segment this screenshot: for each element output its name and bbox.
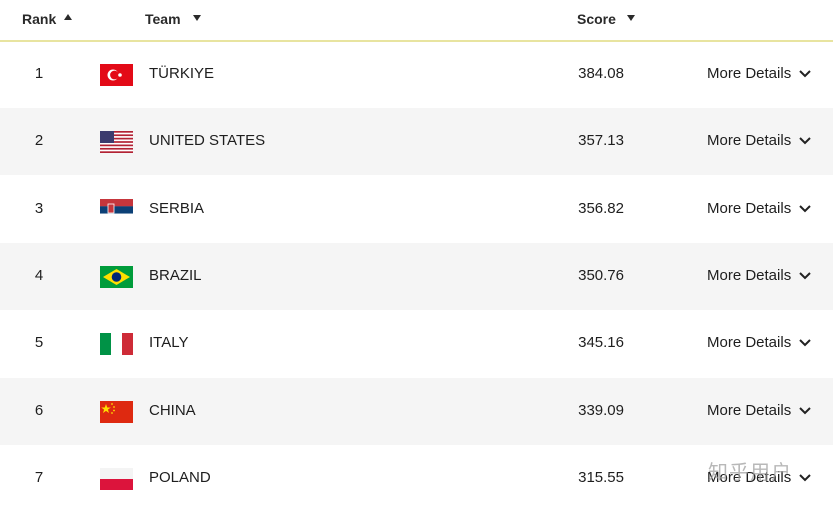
- team-cell: SERBIA: [149, 199, 205, 217]
- expand-chevron[interactable]: [799, 70, 811, 78]
- table-row: 1 TÜRKIYE 384.08 More Details: [0, 41, 833, 108]
- team-header[interactable]: Team: [145, 11, 181, 27]
- sort-icon[interactable]: [627, 13, 635, 21]
- watermark: 知乎用户: [708, 462, 792, 484]
- rank-cell: 2: [34, 132, 44, 150]
- expand-chevron[interactable]: [799, 406, 811, 415]
- sort-asc-icon[interactable]: [64, 13, 72, 21]
- table-row: 5 ITALY 345.16 More Details: [0, 310, 833, 377]
- score-cell: 345.16: [578, 334, 624, 352]
- rank-cell: 1: [34, 65, 44, 82]
- team-cell: ITALY: [149, 334, 189, 352]
- more-details-button[interactable]: More Details: [707, 401, 792, 419]
- more-details-button[interactable]: More Details: [707, 132, 792, 150]
- team-cell: POLAND: [149, 468, 211, 486]
- team-cell: TÜRKIYE: [149, 65, 215, 82]
- team-cell: UNITED STATES: [149, 132, 266, 150]
- flag-icon: [100, 333, 133, 356]
- score-cell: 339.09: [578, 401, 624, 419]
- table-row: 3 SERBIA 356.82 More Details: [0, 176, 833, 243]
- flag-icon: [100, 400, 133, 423]
- expand-chevron[interactable]: [799, 272, 811, 280]
- sort-icon[interactable]: [193, 13, 201, 21]
- score-cell: 315.55: [578, 468, 624, 486]
- rank-cell: 5: [34, 334, 44, 352]
- expand-chevron[interactable]: [799, 137, 811, 145]
- more-details-button[interactable]: More Details: [707, 334, 792, 352]
- expand-chevron[interactable]: [799, 204, 811, 213]
- rank-header[interactable]: Rank: [22, 11, 57, 27]
- flag-icon: [100, 131, 133, 154]
- more-details-button[interactable]: More Details: [707, 266, 792, 284]
- rank-cell: 4: [34, 266, 44, 284]
- flag-icon: [100, 467, 133, 490]
- score-cell: 356.82: [578, 199, 624, 217]
- more-details-button[interactable]: More Details: [707, 65, 792, 82]
- table-row: 4 BRAZIL 350.76 More Details: [0, 242, 833, 310]
- flag-icon: [100, 198, 133, 221]
- table-header: Rank Team Score: [0, 0, 833, 42]
- score-cell: 384.08: [578, 65, 624, 82]
- rank-cell: 7: [34, 468, 44, 486]
- rank-cell: 3: [34, 199, 44, 217]
- expand-chevron[interactable]: [799, 474, 811, 482]
- table-row: 7 POLAND 315.55 More Details: [0, 445, 833, 512]
- flag-icon: [100, 64, 133, 86]
- score-header[interactable]: Score: [577, 11, 616, 27]
- more-details-button[interactable]: More Details: [707, 199, 792, 217]
- flag-icon: [100, 265, 133, 288]
- score-cell: 350.76: [578, 266, 624, 284]
- rank-cell: 6: [34, 401, 44, 419]
- table-row: 6 CHINA 339.09 More Details: [0, 377, 833, 445]
- score-cell: 357.13: [578, 132, 624, 150]
- table-row: 2 UNITED STATES 357.13 More Details: [0, 108, 833, 176]
- expand-chevron[interactable]: [799, 339, 811, 347]
- more-details-button[interactable]: More Details: [707, 468, 792, 486]
- team-cell: CHINA: [149, 401, 196, 419]
- page: Rank Team Score 1 TÜRKIYE 384.08 More Detai…: [0, 0, 833, 490]
- team-cell: BRAZIL: [149, 266, 202, 284]
